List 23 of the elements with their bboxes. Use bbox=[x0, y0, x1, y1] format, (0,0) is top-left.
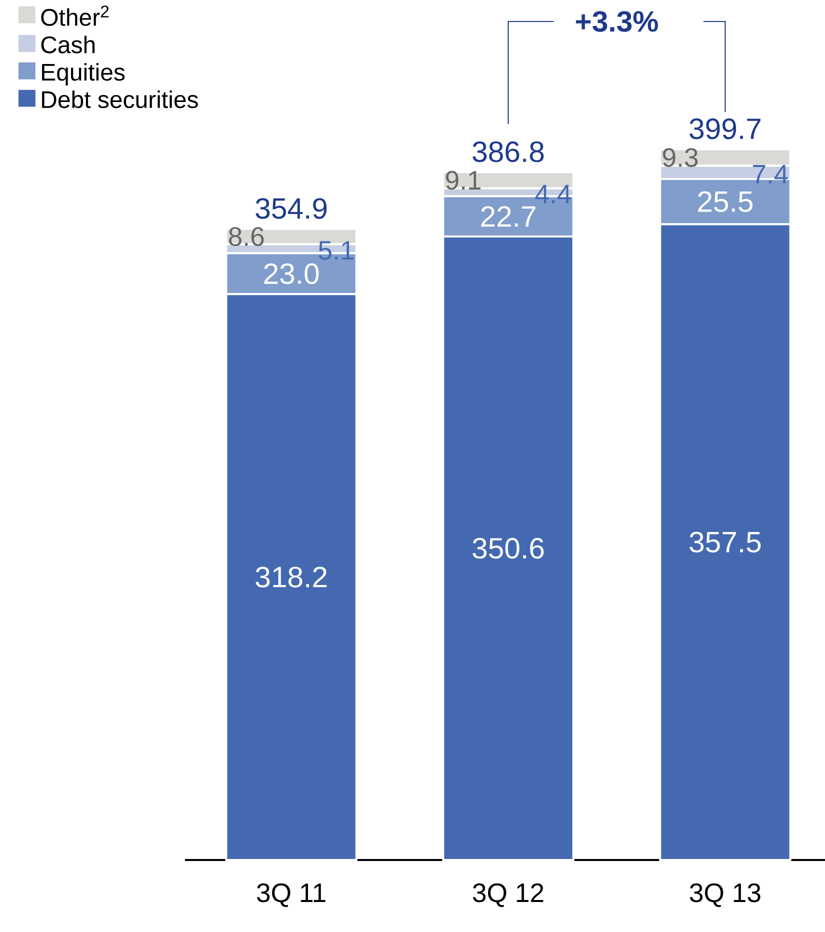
data-label: 5.1 bbox=[318, 241, 354, 260]
data-label: 9.1 bbox=[446, 170, 481, 190]
total-label: 399.7 bbox=[690, 118, 760, 140]
data-label: 350.6 bbox=[472, 538, 544, 559]
data-label: 22.7 bbox=[481, 206, 536, 227]
total-label: 354.9 bbox=[256, 198, 327, 219]
data-label: 23.0 bbox=[264, 263, 319, 284]
data-label: 9.3 bbox=[662, 148, 698, 167]
data-label: 8.6 bbox=[228, 227, 264, 246]
legend-label: Debt securities bbox=[42, 90, 198, 108]
total-label: 386.8 bbox=[472, 141, 544, 162]
legend-label: Equities bbox=[42, 63, 125, 86]
data-label: 318.2 bbox=[256, 566, 327, 588]
data-label: 4.4 bbox=[535, 184, 571, 204]
x-tick-label: 3Q 12 bbox=[472, 883, 544, 908]
data-label: 357.5 bbox=[690, 532, 761, 553]
data-label: 7.4 bbox=[752, 164, 788, 184]
legend-label: Cash bbox=[41, 36, 95, 54]
text: +3.3% bbox=[576, 11, 658, 32]
x-tick-label: 3Q 13 bbox=[690, 883, 760, 908]
legend-label: Other$^{2}$ bbox=[41, 6, 109, 26]
data-label: 25.5 bbox=[698, 191, 753, 212]
x-tick-label: 3Q 11 bbox=[257, 883, 326, 908]
